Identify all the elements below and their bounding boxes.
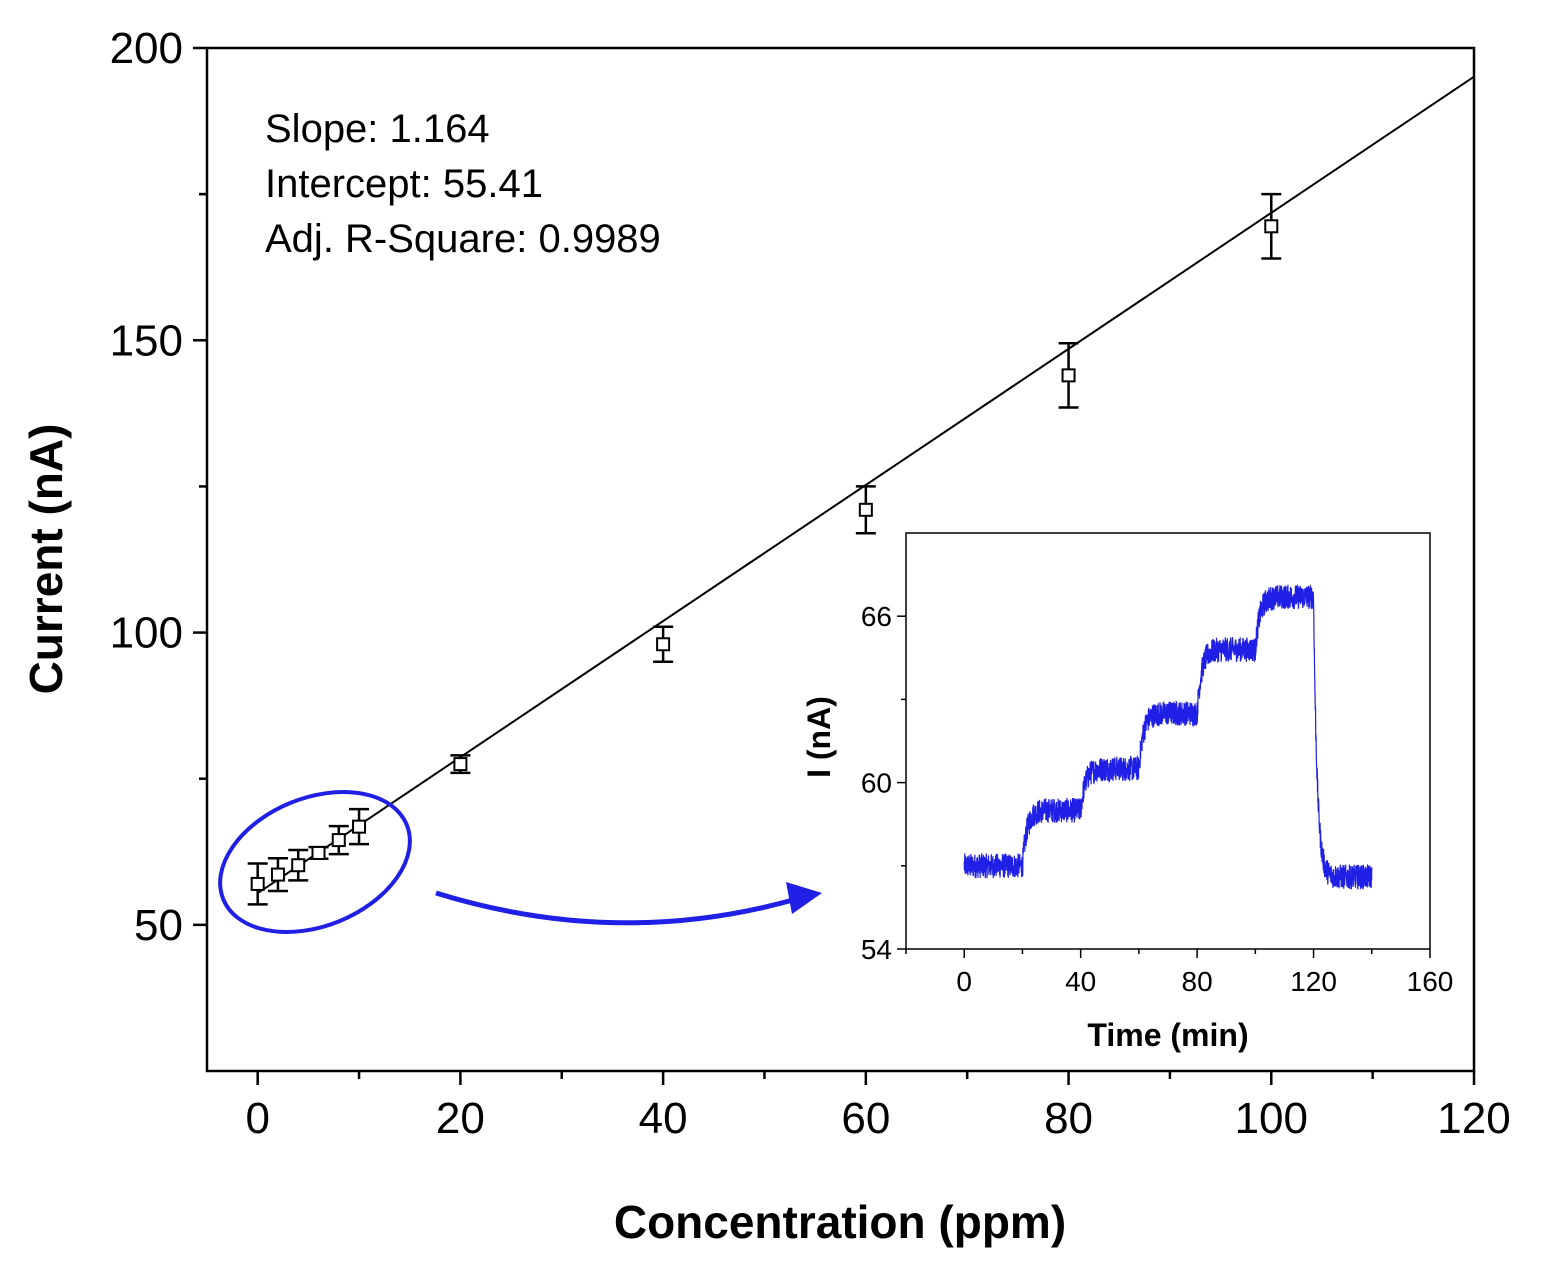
data-point <box>450 754 471 775</box>
square-marker <box>656 637 671 652</box>
annotation-intercept: Intercept: 55.41 <box>265 162 543 206</box>
square-marker <box>1264 219 1279 234</box>
x-tick-label: 120 <box>1437 1094 1510 1143</box>
x-tick-label: 0 <box>245 1094 269 1143</box>
inset-x-tick-label: 40 <box>1065 966 1096 997</box>
data-point <box>308 845 329 861</box>
inset-y-tick-label: 54 <box>861 934 892 965</box>
square-marker <box>291 858 306 873</box>
y-tick-label: 150 <box>110 316 183 365</box>
data-points-group <box>247 192 1282 906</box>
y-tick-label: 200 <box>110 24 183 73</box>
square-marker <box>250 876 265 891</box>
main-plot-frame <box>205 46 1476 1073</box>
inset-x-tick-label: 80 <box>1182 966 1213 997</box>
square-marker <box>1061 368 1076 383</box>
x-tick-label: 20 <box>436 1094 485 1143</box>
y-tick-label: 50 <box>134 901 183 950</box>
square-marker <box>311 845 326 860</box>
data-point <box>1058 341 1079 409</box>
square-marker <box>270 867 285 882</box>
annotation-r-square: Adj. R-Square: 0.9989 <box>265 217 661 261</box>
data-point <box>855 485 876 535</box>
data-point <box>288 848 309 882</box>
square-marker <box>352 819 367 834</box>
inset-x-tick-label: 0 <box>956 966 972 997</box>
square-marker <box>453 757 468 772</box>
x-tick-label: 40 <box>639 1094 688 1143</box>
inset-y-tick-label: 66 <box>861 601 892 632</box>
arrow-curve <box>435 890 801 926</box>
data-point <box>653 625 674 664</box>
data-point <box>247 862 268 906</box>
y-axis-title: Current (nA) <box>20 424 72 695</box>
arrow-head-icon <box>786 882 822 914</box>
inset-x-axis-title: Time (min) <box>1087 1017 1248 1053</box>
highlight-ellipse <box>218 790 412 934</box>
inset-frame <box>905 532 1431 950</box>
data-point <box>328 824 349 856</box>
data-point <box>1261 192 1282 260</box>
x-tick-label: 60 <box>841 1094 890 1143</box>
annotation-slope: Slope: 1.164 <box>265 107 490 151</box>
data-point <box>349 807 370 846</box>
data-point <box>267 856 288 893</box>
square-marker <box>858 502 873 517</box>
x-axis-title: Concentration (ppm) <box>614 1196 1066 1248</box>
inset-y-axis-title: I (nA) <box>801 696 837 778</box>
inset-current-trace <box>963 584 1373 890</box>
x-tick-label: 80 <box>1044 1094 1093 1143</box>
inset-trace-group <box>963 584 1373 890</box>
inset-x-tick-label: 160 <box>1407 966 1454 997</box>
inset-y-tick-label: 60 <box>861 768 892 799</box>
square-marker <box>331 833 346 848</box>
y-tick-label: 100 <box>110 609 183 658</box>
x-tick-label: 100 <box>1235 1094 1308 1143</box>
inset-axes: 0 40 80 120 160 54 60 66 <box>861 601 1454 997</box>
main-axes: 0 20 40 60 80 100 120 50 100 150 200 <box>110 24 1511 1143</box>
inset-x-tick-label: 120 <box>1290 966 1337 997</box>
